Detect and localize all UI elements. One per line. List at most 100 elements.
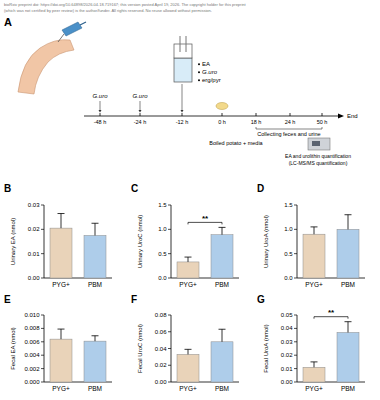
panel-letter: F <box>131 294 137 305</box>
panel-letter: B <box>4 183 11 194</box>
error-bar <box>219 227 226 234</box>
significance-label: ** <box>202 214 209 223</box>
y-tick <box>294 253 297 254</box>
y-tick-label: 0.01 <box>28 251 40 257</box>
y-tick <box>168 382 171 383</box>
arm <box>18 40 74 94</box>
beaker-tube <box>180 36 181 52</box>
analysis-label: EA and urolithin quantification <box>285 153 351 159</box>
y-tick <box>41 382 44 383</box>
timeline-label: -24 h <box>134 119 147 125</box>
panel-letter: A <box>4 16 12 28</box>
x-tick-label: PBM <box>88 385 102 392</box>
y-tick-label: 0.03 <box>281 339 293 345</box>
x-tick-label: PYG+ <box>305 385 323 392</box>
y-tick <box>41 328 44 329</box>
syringe-plunger <box>80 22 86 25</box>
error-bar <box>92 223 99 235</box>
y-axis <box>297 205 298 278</box>
y-tick <box>41 229 44 230</box>
beaker-top <box>174 44 192 58</box>
bullet <box>198 79 200 81</box>
y-tick <box>294 229 297 230</box>
y-tick <box>294 382 297 383</box>
y-axis <box>44 315 45 382</box>
watermark: bioRxiv preprint doi: https://doi.org/10… <box>4 2 247 7</box>
y-tick-label: 0.008 <box>24 325 40 331</box>
y-axis <box>44 205 45 278</box>
bar <box>303 234 325 278</box>
timeline-tick <box>222 113 223 116</box>
panel-letter: C <box>131 183 138 194</box>
bar <box>211 235 233 278</box>
timeline-label: 0 h <box>218 119 226 125</box>
collection-bracket <box>256 127 322 129</box>
marks <box>50 329 106 382</box>
x-tick-label: PBM <box>88 281 102 288</box>
y-tick-label: 0.0 <box>284 275 293 281</box>
y-tick <box>168 229 171 230</box>
error-bar <box>219 329 226 342</box>
bar <box>211 342 233 382</box>
marks <box>303 215 359 278</box>
y-tick <box>294 341 297 342</box>
x-tick-label: PYG+ <box>305 281 323 288</box>
marks <box>177 227 233 278</box>
beaker-arrow <box>182 84 183 111</box>
beaker-item: EA <box>202 61 210 67</box>
bar <box>177 354 199 382</box>
y-tick-label: 0.00 <box>28 275 40 281</box>
end-label: End <box>347 113 358 119</box>
syringe <box>62 22 82 36</box>
dose-arrowhead <box>139 110 142 113</box>
marks <box>303 322 359 382</box>
y-tick-label: 0.0 <box>158 275 167 281</box>
y-axis-title: Urinary UroA (nmol) <box>263 215 269 268</box>
x-tick-label: PBM <box>341 385 355 392</box>
timeline-label: 18 h <box>251 119 262 125</box>
panel-letter: E <box>4 294 11 305</box>
y-tick <box>41 278 44 279</box>
y-tick-label: 0.004 <box>24 352 40 358</box>
y-tick-label: 1.5 <box>284 202 293 208</box>
panel: GFecal UroA (nmol)0.000.010.020.030.040.… <box>257 294 365 392</box>
timeline-tick <box>140 113 141 116</box>
y-tick-label: 0.006 <box>24 339 40 345</box>
bullet <box>198 63 200 65</box>
dose-arrowhead <box>99 110 102 113</box>
watermark: (which was not certified by peer review)… <box>4 8 212 13</box>
timeline-label: -12 h <box>176 119 189 125</box>
panel-letter: D <box>257 183 264 194</box>
y-tick-label: 0.5 <box>284 251 293 257</box>
y-tick-label: 0.5 <box>158 251 167 257</box>
syringe-needle <box>58 34 64 42</box>
y-axis <box>171 205 172 278</box>
y-tick-label: 0.05 <box>281 312 293 318</box>
beaker-item: erg/pyr <box>202 77 221 83</box>
y-tick-label: 0.08 <box>155 312 167 318</box>
y-axis <box>297 315 298 382</box>
panel: EFecal EA (nmol)0.0000.0020.0040.0060.00… <box>4 294 112 392</box>
x-tick-label: PYG+ <box>179 281 197 288</box>
error-bar <box>345 215 352 230</box>
y-tick-label: 1.0 <box>158 226 167 232</box>
y-tick-label: 0.04 <box>281 325 293 331</box>
error-bar <box>58 214 65 229</box>
y-axis-title: Fecal UroC (nmol) <box>137 324 143 373</box>
timeline-tick <box>256 113 257 116</box>
y-axis-title: Fecal EA (nmol) <box>10 327 16 370</box>
bar <box>337 332 359 382</box>
marks <box>177 329 233 382</box>
collection-label: Collecting feces and urine <box>257 131 320 137</box>
bar <box>337 229 359 278</box>
beaker-item: G.uro <box>202 69 218 75</box>
panel-letter: G <box>257 294 265 305</box>
timeline-tick <box>290 113 291 116</box>
error-bar <box>345 322 352 333</box>
y-tick <box>294 205 297 206</box>
y-axis-title: Urinary UroC (nmol) <box>137 215 143 269</box>
x-tick-label: PYG+ <box>52 281 70 288</box>
y-tick <box>294 368 297 369</box>
instrument-screen <box>312 141 320 146</box>
timeline-tick <box>100 113 101 116</box>
